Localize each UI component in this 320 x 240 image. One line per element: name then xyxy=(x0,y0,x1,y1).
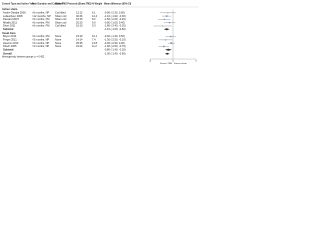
study-n: 24:24 xyxy=(76,44,83,48)
group-label: Active sham xyxy=(2,7,18,11)
left-label: Favors TMS xyxy=(160,62,172,65)
effect-square xyxy=(167,12,169,14)
study-label: Fregni 2011 xyxy=(3,38,17,42)
study-label: Khedr 2005 xyxy=(3,44,17,48)
study-duration: >3 months, NP xyxy=(32,44,49,48)
right-label: Favors sham xyxy=(174,62,187,65)
summary-ci: -1.00 (-1.40, -0.60) xyxy=(104,51,126,55)
study-weight: 5.3 xyxy=(92,24,96,28)
summary-ci: -0.80 (-1.40, -0.20) xyxy=(104,47,126,51)
study-weight: 7.4 xyxy=(92,38,96,42)
study-weight: 6.1 xyxy=(92,10,96,14)
study-protocol: None xyxy=(55,38,62,42)
study-n: 15:15 xyxy=(76,17,83,21)
column-header: n (Sham:TMS) xyxy=(76,4,92,6)
study-n: 46:46 xyxy=(76,14,83,18)
study-duration: >12 months, NP xyxy=(32,14,51,18)
study-ci-label: -0.60 (-1.60, 0.40) xyxy=(104,20,125,24)
study-protocol: Coil tilted xyxy=(55,10,66,14)
study-label: Short 2011 xyxy=(3,24,16,28)
study-protocol: None xyxy=(55,34,62,38)
effect-square xyxy=(163,18,166,21)
study-weight: 12.4 xyxy=(92,14,98,18)
study-label: Passard 2007 xyxy=(3,17,20,21)
study-weight: 9.0 xyxy=(92,20,96,24)
subtotal-diamond xyxy=(163,28,170,31)
column-header: Mean difference (95% CI) xyxy=(104,4,131,6)
study-n: 10:10 xyxy=(76,24,83,28)
x-tick-label: 0 xyxy=(172,61,174,63)
effect-square xyxy=(170,42,173,45)
effect-square xyxy=(168,22,171,24)
study-n: 14:14 xyxy=(76,38,83,42)
study-ci-label: -0.30 (-0.90, 0.30) xyxy=(104,41,125,45)
study-label: Lefaucheur 2008 xyxy=(3,14,23,18)
study-label: Hosomi 2013 xyxy=(3,41,19,45)
summary-label: Overall xyxy=(3,51,12,55)
overall-diamond xyxy=(164,52,170,55)
study-ci-label: -1.10 (-1.90, -0.30) xyxy=(104,14,126,18)
study-protocol: None xyxy=(55,41,62,45)
study-duration: >3 months, NP xyxy=(32,38,49,42)
study-ci-label: -0.40 (-1.30, 0.50) xyxy=(104,34,125,38)
study-protocol: None xyxy=(55,44,62,48)
effect-square xyxy=(162,25,164,27)
study-label: Mhalla 2011 xyxy=(3,20,17,24)
study-duration: >6 months, FM xyxy=(32,17,49,21)
study-duration: >6 months, NP xyxy=(32,41,49,45)
effect-square xyxy=(163,45,165,48)
study-duration: >6 months, FM xyxy=(32,20,49,24)
study-weight: 10.1 xyxy=(92,34,98,38)
study-ci-label: -1.60 (-2.50, -0.70) xyxy=(104,44,126,48)
effect-square xyxy=(164,39,167,41)
study-protocol: Sham coil xyxy=(55,20,67,24)
study-ci-label: -1.50 (-2.60, -0.40) xyxy=(104,17,126,21)
heterogeneity-note: Heterogeneity between groups: p = 0.452 xyxy=(2,56,45,59)
study-weight: 13.8 xyxy=(92,41,98,45)
study-n: 35:35 xyxy=(76,41,83,45)
study-n: 19:19 xyxy=(76,34,83,38)
study-ci-label: -1.80 (-3.40, -0.20) xyxy=(104,24,126,28)
column-header: Sham TMS Protocol xyxy=(55,3,77,6)
study-ci-label: -1.30 (-2.50, -0.10) xyxy=(104,38,126,42)
study-protocol: Coil tilted xyxy=(55,24,66,28)
study-ci-label: -0.90 (-2.30, 0.50) xyxy=(104,10,125,14)
study-label: Boyer 2014 xyxy=(3,34,17,38)
study-duration: >6 months, NP xyxy=(32,10,49,14)
group-label: Usual Care xyxy=(2,31,16,35)
column-header: Control Type and Author Year xyxy=(2,3,34,6)
study-protocol: Sham coil xyxy=(55,14,67,18)
study-duration: >6 months, FM xyxy=(32,24,49,28)
summary-ci: -1.10 (-1.60, -0.60) xyxy=(104,27,126,31)
effect-square xyxy=(165,15,168,17)
column-header: % Weight xyxy=(92,3,103,6)
study-protocol: Sham coil xyxy=(55,17,67,21)
summary-label: Subtotal xyxy=(3,47,14,51)
study-weight: 11.2 xyxy=(92,44,97,48)
x-tick-label: -4 xyxy=(149,61,152,63)
study-label: Andre-Obadia 2006 xyxy=(3,10,26,14)
column-header: Pain Duration and Condition xyxy=(32,3,64,6)
study-weight: 8.2 xyxy=(92,17,96,21)
study-duration: >6 months, FM xyxy=(32,34,49,38)
study-n: 20:20 xyxy=(76,20,83,24)
subtotal-diamond xyxy=(164,48,172,51)
study-n: 12:12 xyxy=(76,10,83,14)
x-tick-label: 4 xyxy=(195,61,197,63)
effect-square xyxy=(169,35,172,38)
summary-label: Subtotal xyxy=(3,27,14,31)
